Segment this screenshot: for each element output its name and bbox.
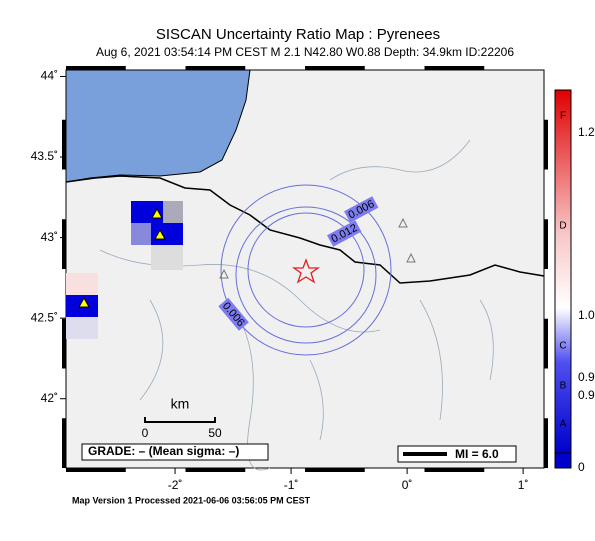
frame-stripe <box>62 119 66 170</box>
colorbar-tick-label: 0.9 <box>578 370 595 384</box>
frame-stripe <box>62 219 66 269</box>
frame-stripe <box>544 119 548 170</box>
contours <box>220 184 392 356</box>
grid-cell <box>66 317 98 339</box>
rivers <box>99 139 494 471</box>
colorbar-tick-label: 0 <box>578 460 585 474</box>
frame-stripe <box>62 418 66 468</box>
frame-stripe <box>544 318 548 369</box>
x-tick-label: -1˚ <box>284 478 299 492</box>
colorbar-labels: F D C B A 1.2 1.0 0.9 0.9 0 <box>559 111 595 475</box>
grade-label: D <box>559 221 566 232</box>
x-tick-label: -2˚ <box>168 478 183 492</box>
frame-stripe <box>305 66 365 70</box>
map-area: 0.006 0.012 0.006 km 0 50 GRADE: – (Mean… <box>65 69 545 471</box>
footer: Map Version 1 Processed 2021-06-06 03:56… <box>72 495 311 505</box>
frame-stripe <box>185 468 246 472</box>
frame-stripe <box>544 219 548 269</box>
scale-bar <box>144 417 216 423</box>
mi: MI = 6.0 <box>455 447 499 461</box>
grade-box <box>81 443 269 461</box>
grid-cell <box>151 245 183 270</box>
scale-unit: km <box>171 396 190 412</box>
subtitle: Aug 6, 2021 03:54:14 PM CEST M 2.1 N42.8… <box>96 45 514 59</box>
grade-label: B <box>560 381 567 392</box>
grade-label: C <box>559 341 566 352</box>
grid-cell <box>131 223 151 245</box>
grade-label: F <box>560 111 566 122</box>
frame-stripe <box>424 468 485 472</box>
stations <box>78 207 166 308</box>
colorbar-tick-label: 1.0 <box>578 308 595 322</box>
x-tick-label: 1˚ <box>518 478 529 492</box>
grid-cell <box>66 273 98 295</box>
colorbar-min <box>554 452 572 469</box>
frame-stripe <box>66 468 126 472</box>
grade: GRADE: – (Mean sigma: –) <box>88 444 239 458</box>
colorbar-tick-label: 0.9 <box>578 388 595 402</box>
grid-cell <box>151 223 183 245</box>
frame-stripe <box>62 318 66 369</box>
stations-inactive <box>219 217 416 279</box>
grade-label: A <box>560 419 567 430</box>
scale-end: 50 <box>208 426 222 440</box>
frame-stripe <box>544 418 548 468</box>
y-tick-label: 44˚ <box>41 69 58 83</box>
y-tick-label: 42.5˚ <box>31 310 58 324</box>
border <box>65 175 545 284</box>
y-tick-label: 43˚ <box>41 230 58 244</box>
y-tick-label: 42˚ <box>41 391 58 405</box>
title: SISCAN Uncertainty Ratio Map : Pyrenees <box>156 26 440 43</box>
y-tick-label: 43.5˚ <box>31 149 58 163</box>
frame-stripe <box>185 66 246 70</box>
colorbar <box>554 89 572 454</box>
frame-stripe <box>66 66 126 70</box>
mi-box <box>397 445 517 463</box>
colorbar-tick-label: 1.2 <box>578 125 595 139</box>
x-tick-label: 0˚ <box>402 478 413 492</box>
frame-stripe <box>424 66 485 70</box>
scale-start: 0 <box>142 426 149 440</box>
axis-ticks: -2˚ -1˚ 0˚ 1˚ 44˚ 43.5˚ 43˚ 42.5˚ 42˚ <box>31 66 548 492</box>
epicenter <box>291 258 321 284</box>
frame-stripe <box>305 468 365 472</box>
grid-cell <box>163 201 183 223</box>
